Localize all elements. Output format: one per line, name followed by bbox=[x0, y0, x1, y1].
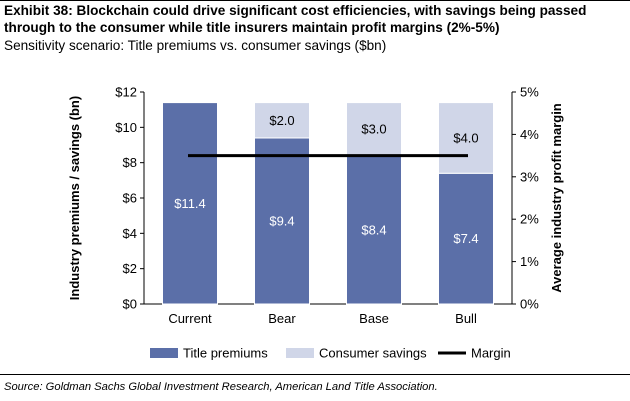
x-tick-label: Current bbox=[168, 311, 212, 326]
x-tick-label: Bull bbox=[455, 311, 477, 326]
y-tick-label: $2 bbox=[123, 261, 137, 276]
bar-value-label: $7.4 bbox=[453, 231, 478, 246]
top-rule bbox=[0, 0, 630, 1]
x-tick-label: Bear bbox=[268, 311, 296, 326]
y2-tick-label: 4% bbox=[520, 127, 539, 142]
bottom-rule bbox=[0, 374, 630, 375]
bar-value-label: $11.4 bbox=[174, 196, 206, 211]
bar-title-premiums bbox=[346, 155, 402, 305]
y2-tick-label: 5% bbox=[520, 85, 539, 100]
bar-value-label: $2.0 bbox=[269, 113, 294, 128]
bar-value-label: $4.0 bbox=[453, 130, 478, 145]
x-tick-label: Base bbox=[359, 311, 389, 326]
legend-title-premiums-swatch bbox=[150, 348, 178, 358]
y2-tick-label: 1% bbox=[520, 254, 539, 269]
bar-title-premiums bbox=[254, 137, 310, 305]
bar-value-label: $8.4 bbox=[361, 222, 386, 237]
bar-consumer-savings bbox=[438, 102, 494, 174]
y-tick-label: $6 bbox=[123, 191, 137, 206]
y-tick-label: $10 bbox=[115, 120, 137, 135]
legend-consumer-savings-swatch bbox=[286, 348, 314, 358]
y-tick-label: $0 bbox=[123, 297, 137, 312]
bar-value-label: $3.0 bbox=[361, 122, 386, 137]
bar-consumer-savings bbox=[254, 102, 310, 139]
y2-tick-label: 3% bbox=[520, 169, 539, 184]
legend-title-premiums-label: Title premiums bbox=[183, 346, 268, 361]
legend-consumer-savings-label: Consumer savings bbox=[319, 346, 427, 361]
legend-margin-label: Margin bbox=[471, 346, 511, 361]
y-tick-label: $8 bbox=[123, 155, 137, 170]
chart-subtitle: Sensitivity scenario: Title premiums vs.… bbox=[4, 38, 387, 53]
y-tick-label: $4 bbox=[123, 226, 137, 241]
y-axis-title: Industry premiums / savings (bn) bbox=[67, 96, 82, 300]
y-tick-label: $12 bbox=[115, 85, 137, 100]
bar-consumer-savings bbox=[346, 102, 402, 157]
bar-value-label: $9.4 bbox=[269, 213, 294, 228]
chart-title: Exhibit 38: Blockchain could drive signi… bbox=[4, 3, 587, 35]
source-note: Source: Goldman Sachs Global Investment … bbox=[4, 381, 438, 393]
y2-tick-label: 2% bbox=[520, 212, 539, 227]
y2-tick-label: 0% bbox=[520, 297, 539, 312]
bar-title-premiums bbox=[162, 102, 218, 305]
y2-axis-title: Average industry profit margin bbox=[549, 103, 564, 293]
